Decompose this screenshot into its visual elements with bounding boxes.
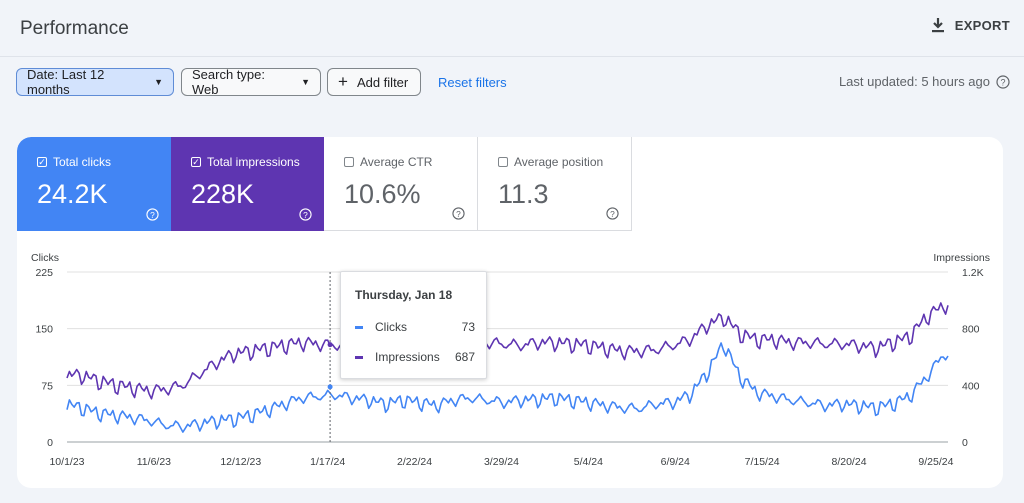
download-icon [931,18,944,33]
help-icon[interactable]: ? [299,208,312,221]
performance-card: ✓ Total clicks 24.2K ? ✓ Total impressions… [17,137,1003,488]
last-updated: Last updated: 5 hours ago ? [839,74,1010,89]
svg-text:?: ? [456,209,461,219]
metric-average-position[interactable]: Average position 11.3 ? [478,137,632,231]
checkbox-unchecked-icon[interactable] [498,157,508,167]
tooltip-impressions-row: Impressions 687 [355,350,475,364]
metric-value: 11.3 [498,179,549,209]
tooltip-clicks-label: Clicks [375,320,407,334]
metric-average-ctr[interactable]: Average CTR 10.6% ? [324,137,478,231]
last-updated-text: Last updated: 5 hours ago [838,74,990,89]
help-icon[interactable]: ? [606,207,619,220]
checkbox-checked-icon[interactable]: ✓ [191,156,201,167]
add-filter-label: Add filter [356,74,409,90]
help-icon[interactable]: ? [452,207,465,220]
chart-tooltip: Thursday, Jan 18 Clicks 73 Impressions 6… [340,271,487,379]
impressions-legend-swatch [355,355,363,359]
tooltip-impressions-value: 687 [454,350,475,364]
page-header: Performance EXPORT [0,0,1024,57]
export-button[interactable]: EXPORT [931,17,1010,33]
tooltip-clicks-row: Clicks 73 [355,320,475,334]
metric-value: 24.2K [37,179,108,209]
metric-label: Total impressions [207,155,300,169]
date-filter-chip[interactable]: Date: Last 12 months ▼ [16,67,174,97]
search-type-label: Search type: Web [192,67,265,97]
dropdown-caret-icon: ▼ [301,77,310,87]
svg-text:?: ? [1000,77,1005,87]
dropdown-caret-icon: ▼ [154,77,163,87]
search-type-chip[interactable]: Search type: Web ▼ [181,67,321,97]
metric-value: 228K [191,179,255,209]
help-icon[interactable]: ? [996,74,1010,89]
tooltip-clicks-value: 73 [461,320,475,334]
svg-text:?: ? [610,209,615,219]
reset-filters-link[interactable]: Reset filters [438,75,507,90]
svg-text:?: ? [303,210,308,220]
metric-label: Total clicks [53,155,112,169]
svg-text:?: ? [150,210,155,220]
date-filter-label: Date: Last 12 months [27,67,105,97]
checkbox-checked-icon[interactable]: ✓ [37,156,47,167]
tooltip-impressions-label: Impressions [375,350,440,364]
filter-toolbar: Date: Last 12 months ▼ Search type: Web … [16,67,1010,98]
checkbox-unchecked-icon[interactable] [344,157,354,167]
metric-label: Average CTR [360,155,433,169]
metric-total-impressions[interactable]: ✓ Total impressions 228K ? [171,137,324,231]
metric-value: 10.6% [344,179,421,209]
page-title: Performance [20,18,129,39]
add-filter-button[interactable]: + Add filter [327,68,421,96]
metric-label: Average position [514,155,604,169]
clicks-legend-swatch [355,325,363,329]
help-icon[interactable]: ? [146,208,159,221]
plus-icon: + [338,72,348,91]
tooltip-date: Thursday, Jan 18 [355,288,453,302]
export-label: EXPORT [954,17,1010,33]
metric-total-clicks[interactable]: ✓ Total clicks 24.2K ? [17,137,171,231]
